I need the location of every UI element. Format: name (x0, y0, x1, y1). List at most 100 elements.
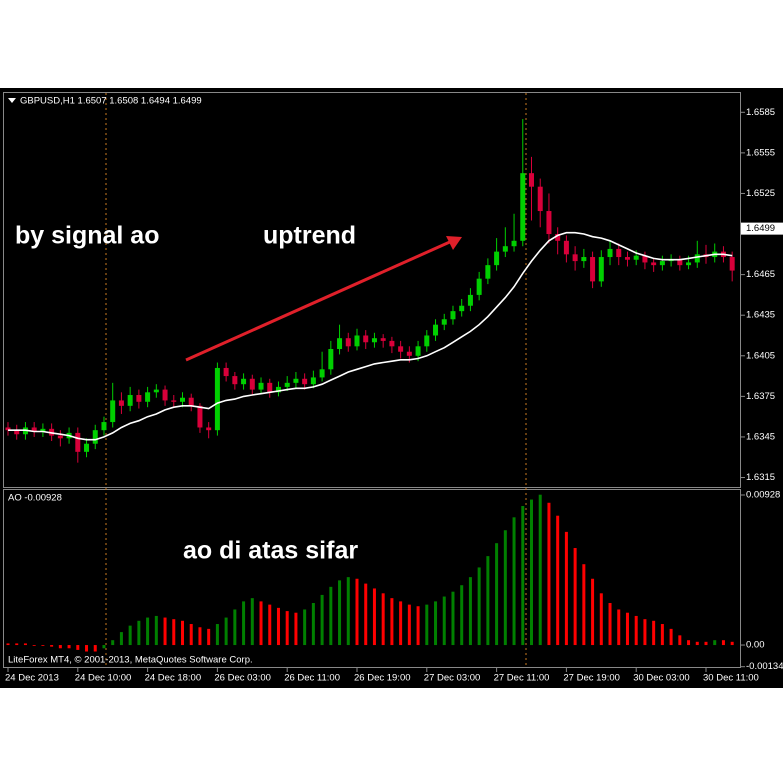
ao-bar (695, 641, 699, 646)
ao-bar (23, 643, 27, 646)
ao-bar (85, 645, 89, 652)
x-tick-label: 24 Dec 10:00 (75, 673, 132, 684)
y-tick-label: 1.6315 (746, 472, 775, 483)
y2-tick-label: 0.00928 (746, 490, 780, 501)
candle-body (511, 240, 517, 247)
ao-bar (172, 619, 176, 646)
candle-body (145, 392, 151, 402)
chart-title: GBPUSD,H1 1.6507 1.6508 1.6494 1.6499 (20, 96, 202, 107)
ao-bar (224, 617, 228, 646)
candle-body (310, 377, 316, 385)
ao-bar (146, 617, 150, 646)
ao-bar (285, 611, 289, 646)
current-price-label: 1.6499 (746, 223, 775, 234)
ao-bar (50, 645, 54, 647)
ao-panel-border (3, 489, 741, 668)
candle-body (258, 382, 264, 390)
candle-body (485, 265, 491, 279)
candle-body (75, 432, 81, 452)
ao-bar (468, 577, 472, 646)
candle-body (153, 389, 159, 393)
candle-body (267, 382, 273, 393)
candle-body (494, 251, 500, 266)
ao-bar (76, 645, 80, 650)
ao-bar (259, 601, 263, 646)
candle-body (677, 259, 683, 266)
candle-body (40, 428, 46, 432)
candle-body (415, 346, 421, 356)
ao-bar (128, 625, 132, 646)
y-tick-label: 1.6525 (746, 188, 775, 199)
ao-bar (687, 640, 691, 646)
x-tick-label: 27 Dec 11:00 (494, 673, 550, 684)
ao-bar (721, 640, 725, 646)
candle-body (424, 335, 430, 347)
y-tick-label: 1.6345 (746, 431, 775, 442)
ao-bar (434, 601, 438, 646)
ao-bar (303, 609, 307, 646)
y-tick-label: 1.6405 (746, 350, 775, 361)
candle-body (651, 262, 657, 266)
y-tick-label: 1.6585 (746, 107, 775, 118)
ao-bar (189, 624, 193, 646)
candle-body (476, 278, 482, 295)
annotation: ao di atas sifar (183, 537, 358, 565)
copyright: LiteForex MT4, © 2001-2013, MetaQuotes S… (8, 655, 253, 666)
candle-body (406, 351, 412, 356)
ao-bar (119, 632, 123, 646)
x-tick-label: 30 Dec 11:00 (703, 673, 759, 684)
ao-bar (477, 567, 481, 646)
x-tick-label: 27 Dec 03:00 (424, 673, 481, 684)
ao-bar (407, 604, 411, 646)
candle-body (14, 430, 20, 435)
moving-average (8, 231, 733, 441)
ao-bar (591, 578, 595, 646)
ao-bar (294, 612, 298, 646)
trend-arrow (185, 239, 453, 362)
ao-bar (652, 620, 656, 646)
ao-bar (381, 593, 385, 646)
ao-bar (6, 643, 10, 646)
candle-body (459, 305, 465, 312)
ao-bar (669, 628, 673, 646)
ao-bar (311, 603, 315, 646)
candle-body (31, 427, 37, 432)
ao-bar (704, 641, 708, 646)
ao-bar (547, 502, 551, 646)
ao-bar (364, 583, 368, 646)
candle-body (284, 382, 290, 387)
candle-body (136, 395, 142, 402)
x-tick-label: 26 Dec 19:00 (354, 673, 411, 684)
candle-body (467, 294, 473, 306)
ao-bar (372, 588, 376, 646)
candle-body (162, 389, 168, 401)
y2-tick-label: 0.00 (746, 640, 765, 651)
ao-bar (154, 615, 158, 646)
ao-bar (93, 645, 97, 652)
candle-body (520, 173, 526, 241)
candle-body (110, 400, 116, 423)
candle-body (275, 386, 281, 393)
ao-bar (599, 593, 603, 646)
dropdown-icon (8, 98, 16, 103)
candle-body (84, 443, 90, 452)
y-tick-label: 1.6465 (746, 269, 775, 280)
ao-bar (425, 604, 429, 646)
candle-body (398, 346, 404, 352)
ao-bar (15, 643, 19, 646)
ao-bar (660, 624, 664, 646)
candle-body (241, 378, 247, 385)
ao-bar (390, 598, 394, 646)
ao-bar (111, 640, 115, 646)
candle-body (598, 257, 604, 282)
ao-bar (250, 598, 254, 646)
candle-body (302, 378, 308, 385)
indicator-title: AO -0.00928 (8, 493, 62, 504)
candle-body (450, 311, 456, 320)
ao-bar (556, 515, 560, 646)
ao-bar (67, 645, 71, 649)
ao-bar (617, 609, 621, 646)
current-price-box (741, 222, 783, 235)
ao-bar (338, 580, 342, 646)
